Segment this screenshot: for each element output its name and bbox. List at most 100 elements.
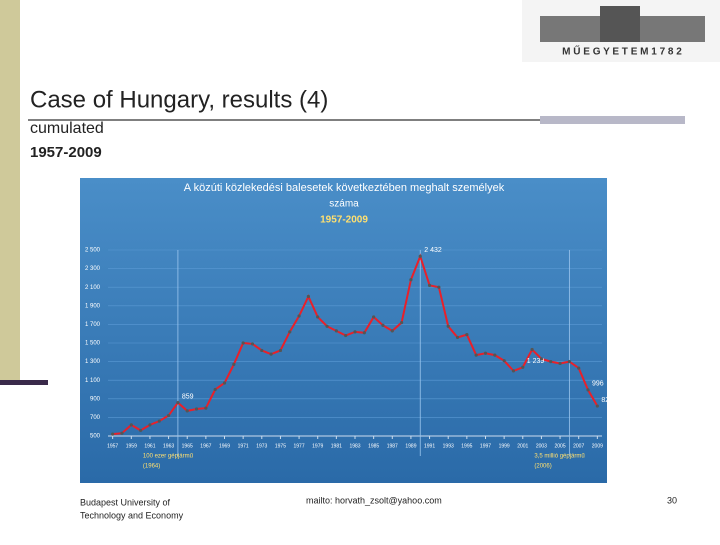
data-point [139,428,143,433]
title-rule-accent [540,116,685,124]
x-tick-label: 1975 [275,443,286,449]
data-point [362,331,366,335]
data-point [558,361,562,366]
data-point [409,278,413,282]
x-tick-label: 1967 [200,443,211,449]
y-tick-label: 500 [90,434,101,440]
data-point [549,360,553,364]
x-tick-label: 1983 [349,443,360,449]
annotation-text: (1964) [143,464,160,470]
annotation-text: 100 ezer gépjármű [143,454,194,460]
data-point [278,348,283,353]
data-point [381,323,385,327]
data-point [390,329,394,333]
footer-left: Budapest University of [80,497,171,507]
x-tick-label: 1961 [144,443,155,449]
y-tick-label: 1 500 [85,341,101,347]
data-point [418,254,422,258]
y-tick-label: 2 300 [85,266,101,272]
data-point [176,401,180,405]
x-tick-label: 1997 [480,443,491,449]
data-point [316,315,320,319]
slide-subtitle: cumulated [30,120,104,137]
data-label: 2 432 [424,247,442,254]
data-point [400,320,404,325]
x-tick-label: 1995 [461,443,472,449]
page-number: 30 [667,495,677,505]
data-point [222,381,227,385]
data-point [474,353,478,357]
x-tick-label: 2001 [517,443,528,449]
data-label: 996 [592,381,604,388]
x-tick-label: 1987 [387,443,398,449]
data-label: 859 [182,393,194,400]
chart-title: 1957-2009 [320,215,368,226]
data-point [567,360,571,364]
data-point [483,351,488,355]
data-point [353,330,357,334]
data-point [111,432,115,436]
side-bar [0,0,20,385]
x-tick-label: 1981 [331,443,342,449]
data-point [129,423,133,427]
data-point [260,348,264,353]
chart-title: száma [329,199,359,210]
data-point [586,388,590,392]
data-point [306,294,310,299]
data-point [297,314,301,318]
data-point [521,365,525,369]
data-point [213,387,217,392]
footer-left: Technology and Economy [80,510,184,520]
x-tick-label: 1973 [256,443,267,449]
data-point [157,419,161,423]
data-point [455,335,460,340]
data-point [166,413,171,418]
x-tick-label: 1957 [107,443,118,449]
y-tick-label: 700 [90,415,101,421]
annotation-text: 3,5 millió gépjármű [534,454,585,460]
data-point [502,359,506,363]
data-point [241,341,245,345]
data-label: 822 [601,397,613,404]
y-tick-label: 1 100 [85,378,101,384]
data-point [325,324,329,328]
y-tick-label: 900 [90,396,101,402]
data-point [334,329,338,333]
data-point [232,362,236,366]
data-point [446,324,450,328]
data-point [372,315,376,319]
data-point [194,407,199,411]
data-point [120,431,124,435]
y-tick-label: 2 500 [85,248,101,254]
x-tick-label: 1971 [238,443,249,449]
logo-text: M Ű E G Y E T E M 1 7 8 2 [562,45,682,58]
x-tick-label: 1977 [294,443,305,449]
y-tick-label: 2 100 [85,285,101,291]
data-point [539,357,544,361]
x-tick-label: 1985 [368,443,379,449]
chart-panel [80,178,607,483]
data-point [269,352,273,356]
x-tick-label: 1963 [163,443,174,449]
data-point [493,353,497,357]
x-tick-label: 1965 [182,443,193,449]
y-tick-label: 1 700 [85,322,101,328]
data-point [427,283,432,287]
data-point [437,285,441,289]
slide-period: 1957-2009 [30,144,102,161]
data-point [530,347,534,352]
data-point [577,366,581,370]
chart-title: A közúti közlekedési balesetek következt… [184,182,505,194]
x-tick-label: 1991 [424,443,435,449]
x-tick-label: 2003 [536,443,547,449]
footer-center: mailto: horvath_zsolt@yahoo.com [306,495,442,505]
data-point [511,369,516,373]
x-tick-label: 1969 [219,443,230,449]
x-tick-label: 1993 [443,443,454,449]
y-tick-label: 1 300 [85,359,101,365]
y-tick-label: 1 900 [85,303,101,309]
annotation-text: (2006) [534,464,551,470]
data-point [185,409,189,413]
data-point [288,330,292,334]
